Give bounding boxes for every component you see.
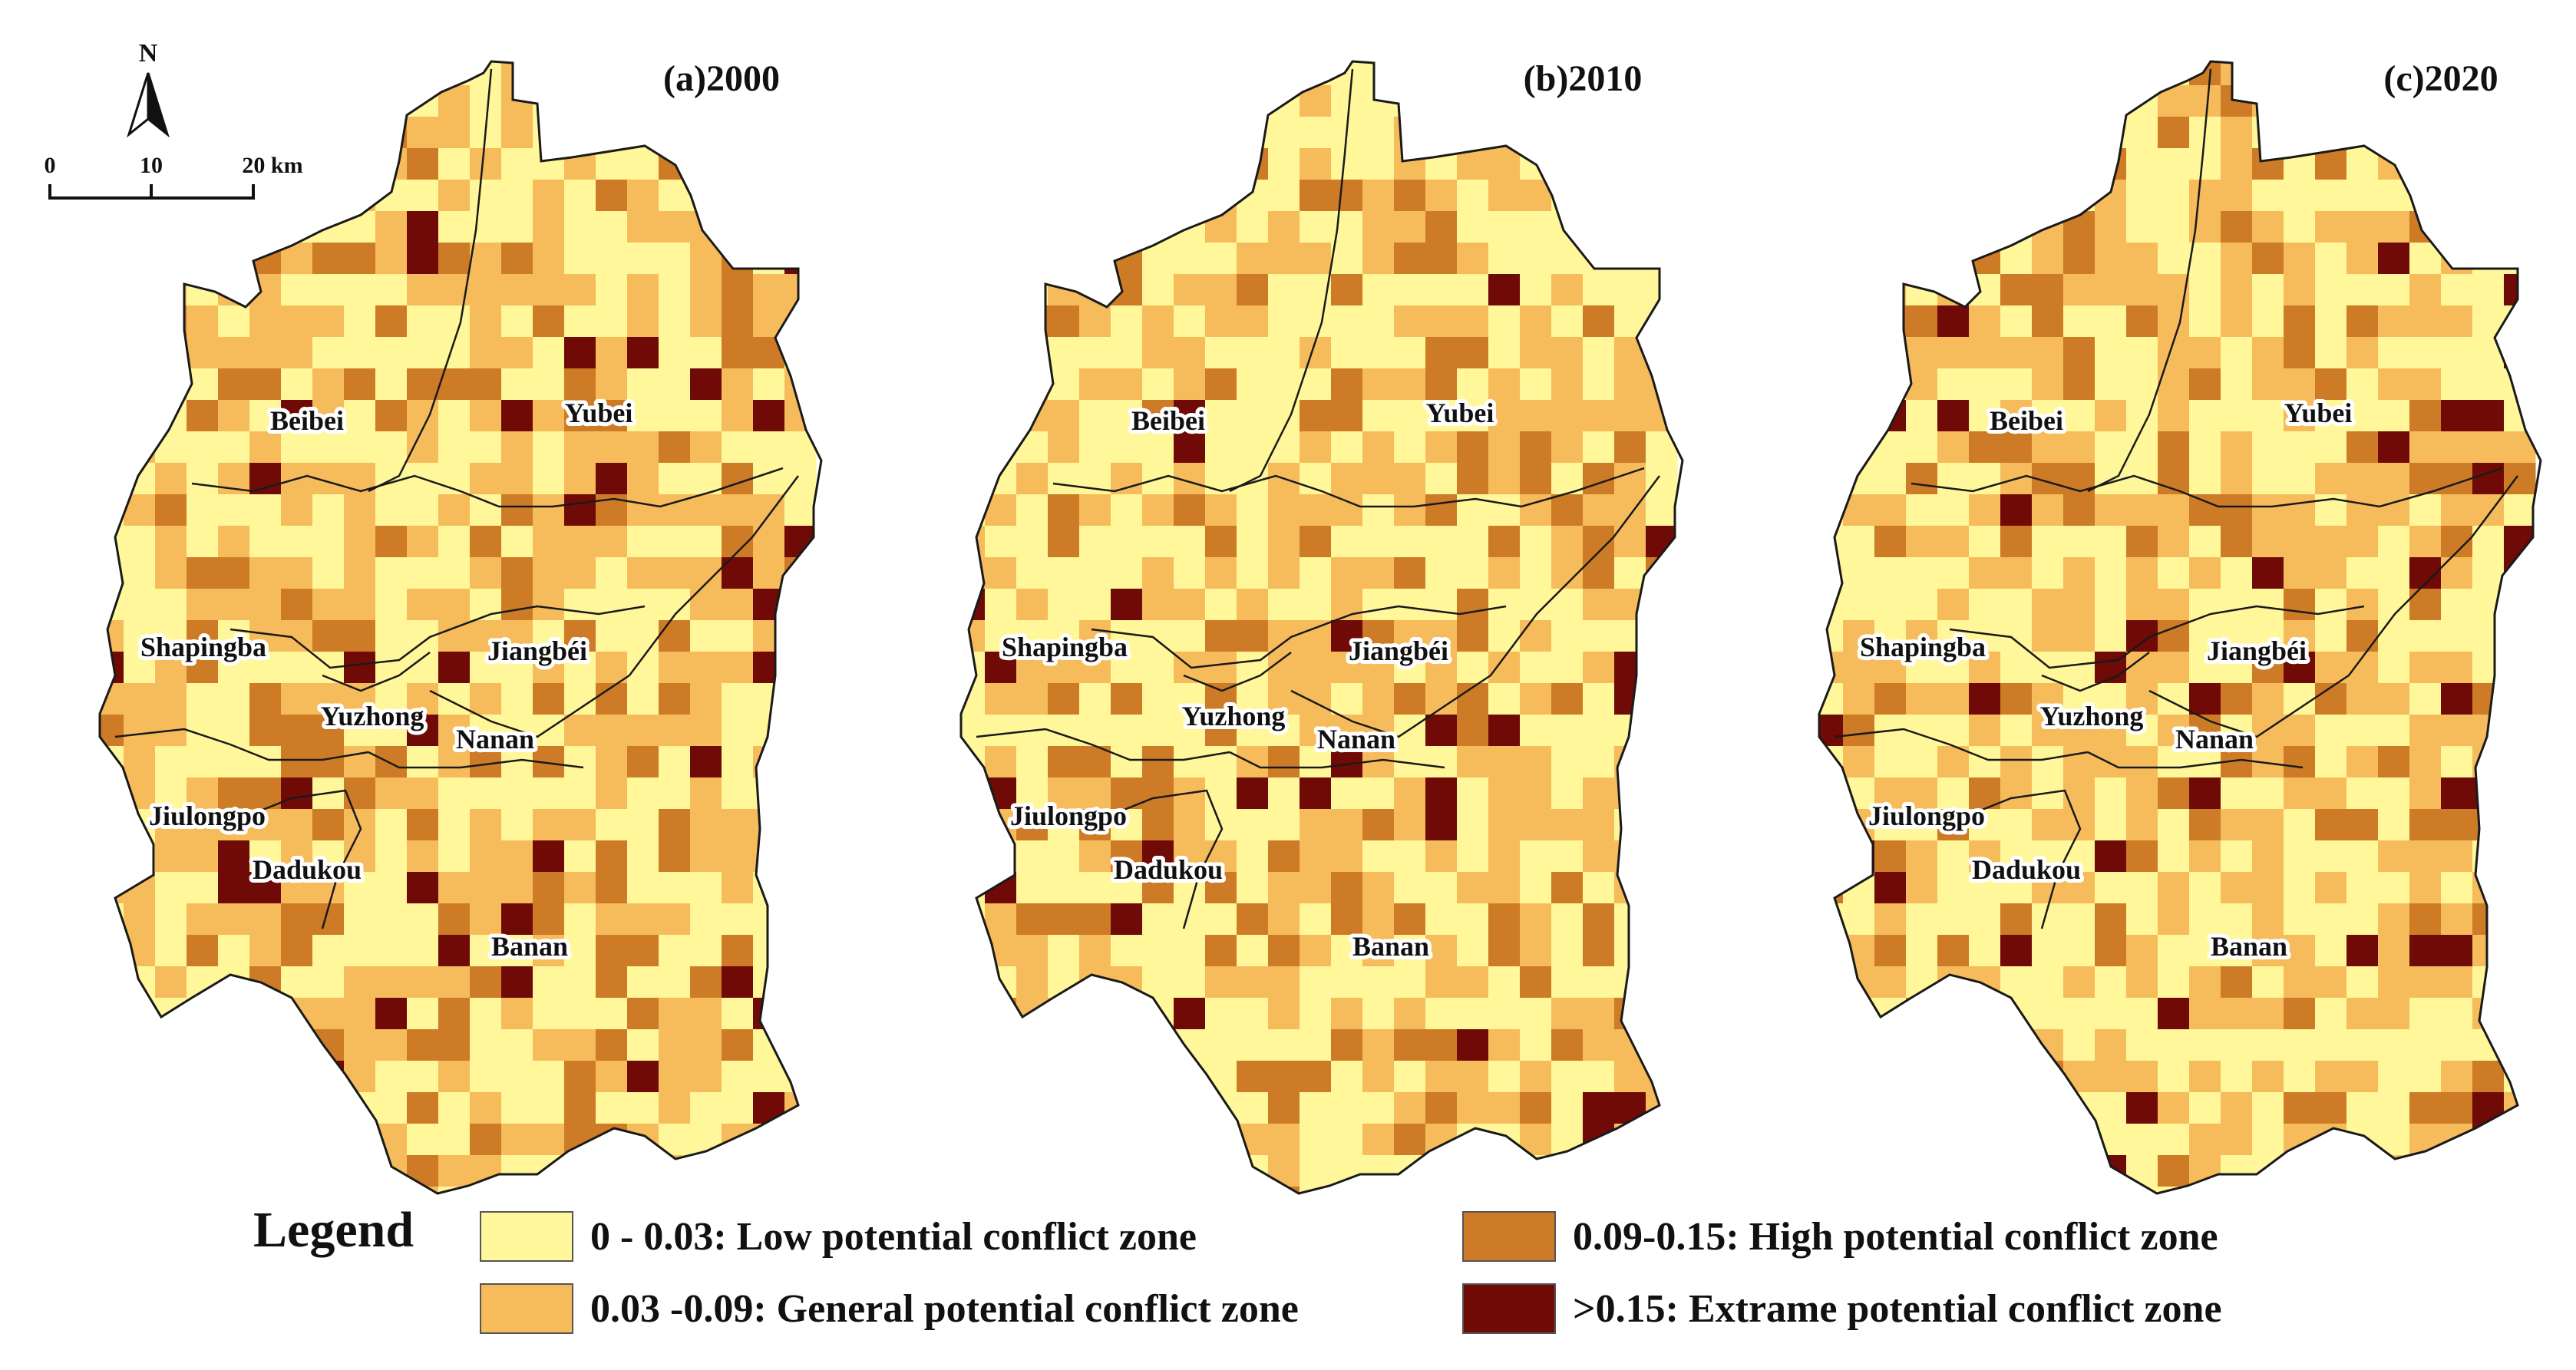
district-label: Beibei <box>270 405 344 436</box>
district-label: Jiangbéi <box>2207 635 2307 666</box>
district-boundary <box>1052 467 1645 508</box>
district-boundary <box>368 751 584 769</box>
district-boundary <box>976 728 1230 761</box>
legend-item-general: 0.03 -0.09: General potential conflict z… <box>480 1283 1299 1334</box>
legend-swatch-extreme <box>1462 1283 1556 1334</box>
district-boundary <box>2041 652 2150 692</box>
legend-label-low: 0 - 0.03: Low potential conflict zone <box>590 1214 1197 1259</box>
district-boundary <box>1229 68 1354 493</box>
district-label: Nanan <box>2175 724 2254 754</box>
district-label: Yubei <box>1426 398 1494 428</box>
district-label: Dadukou <box>253 854 362 885</box>
district-boundary <box>114 728 369 761</box>
panel-title: (a)2000 <box>663 58 780 99</box>
district-label: Yuzhong <box>321 701 424 731</box>
district-label: Dadukou <box>1114 854 1223 885</box>
study-area-outline <box>1818 60 2542 1195</box>
district-boundary <box>1229 751 1445 769</box>
map-panel-2: Beibei Yubei Shapingba Jiangbéi Yuzhong Nanan… <box>1818 58 2542 1195</box>
district-boundary <box>253 789 362 929</box>
scale-tick-10: 10 <box>140 153 163 178</box>
district-boundary <box>1290 475 1660 738</box>
district-label: Beibei <box>1990 405 2063 436</box>
scale-bar: 0 10 20 km <box>45 153 303 200</box>
district-label: Shapingba <box>1002 632 1128 662</box>
district-boundary <box>322 652 431 692</box>
legend-title: Legend <box>253 1202 414 1258</box>
district-label: Yuzhong <box>2040 701 2144 731</box>
legend-item-extreme: >0.15: Extrame potential conflict zone <box>1462 1283 2222 1334</box>
map-panels: Beibei Yubei Shapingba Jiangbéi Yuzhong Nanan… <box>98 58 2542 1195</box>
legend-swatch-high <box>1462 1211 1556 1262</box>
district-boundary <box>1972 789 2082 929</box>
district-boundary <box>1911 467 2503 508</box>
district-label: Shapingba <box>1860 632 1986 662</box>
legend-label-general: 0.03 -0.09: General potential conflict z… <box>590 1286 1299 1331</box>
district-boundary <box>1114 789 1224 929</box>
district-boundary <box>429 475 799 738</box>
district-boundary <box>368 68 493 493</box>
legend-swatch-general <box>480 1283 573 1334</box>
study-area-outline <box>959 60 1684 1195</box>
district-boundary <box>1091 605 1507 669</box>
north-arrow-icon: N <box>127 39 170 138</box>
district-label: Beibei <box>1131 405 1205 436</box>
district-boundary <box>1834 728 2089 761</box>
map-panel-1: Beibei Yubei Shapingba Jiangbéi Yuzhong Nanan… <box>959 58 1684 1195</box>
legend-item-high: 0.09-0.15: High potential conflict zone <box>1462 1211 2218 1262</box>
district-label: Jiulongpo <box>1010 801 1127 831</box>
district-boundary <box>1183 652 1292 692</box>
district-label: Banan <box>2211 931 2287 962</box>
scale-tick-0: 0 <box>45 153 56 178</box>
panel-title: (c)2020 <box>2383 58 2498 99</box>
district-label: Jiangbéi <box>1349 635 1448 666</box>
legend-label-high: 0.09-0.15: High potential conflict zone <box>1573 1214 2218 1259</box>
district-label: Jiulongpo <box>149 801 266 831</box>
district-label: Banan <box>491 931 568 962</box>
district-label: Dadukou <box>1972 854 2081 885</box>
district-boundary <box>2087 751 2304 769</box>
district-boundary <box>2087 68 2212 493</box>
district-label: Yuzhong <box>1182 701 1286 731</box>
study-area-outline <box>98 60 823 1195</box>
district-label: Jiangbéi <box>487 635 587 666</box>
district-boundary <box>191 467 784 508</box>
district-label: Nanan <box>456 724 534 754</box>
district-label: Jiulongpo <box>1868 801 1985 831</box>
legend-label-extreme: >0.15: Extrame potential conflict zone <box>1573 1286 2222 1331</box>
map-panel-0: Beibei Yubei Shapingba Jiangbéi Yuzhong Nanan… <box>98 58 823 1195</box>
district-boundary <box>230 605 646 669</box>
district-boundary <box>1949 605 2365 669</box>
district-label: Shapingba <box>140 632 266 662</box>
district-label: Yubei <box>565 398 633 428</box>
district-label: Nanan <box>1317 724 1395 754</box>
district-label: Yubei <box>2284 398 2353 428</box>
north-arrow-label: N <box>139 39 158 68</box>
legend-item-low: 0 - 0.03: Low potential conflict zone <box>480 1211 1197 1262</box>
district-label: Banan <box>1352 931 1429 962</box>
panel-title: (b)2010 <box>1524 58 1643 99</box>
scale-tick-20km: 20 km <box>242 153 302 178</box>
district-boundary <box>2148 475 2518 738</box>
legend-swatch-low <box>480 1211 573 1262</box>
